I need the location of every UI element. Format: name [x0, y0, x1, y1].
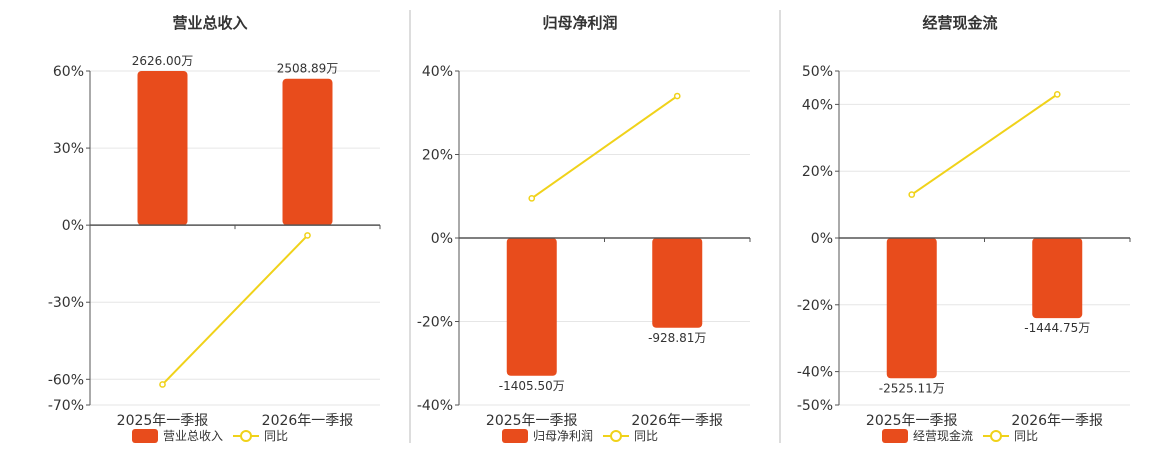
y-tick-label: 60% — [53, 64, 84, 80]
line-point — [304, 232, 311, 239]
bar-data-label: -2525.11万 — [879, 381, 945, 395]
legend-line-marker — [990, 430, 1002, 442]
legend-line-label: 同比 — [1014, 429, 1038, 443]
line-series — [911, 93, 1058, 196]
bar — [282, 78, 333, 226]
y-tick-label: 40% — [422, 64, 453, 80]
y-tick-label: -40% — [797, 365, 833, 381]
legend-line-label: 同比 — [634, 429, 658, 443]
bar — [506, 238, 557, 376]
chart-panel-2: 归母净利润 40% 20% 0% -20% -40% -1405.50万 -928.81万 20… — [417, 14, 751, 443]
bar-data-label: -1405.50万 — [499, 379, 565, 393]
bar-data-label: -928.81万 — [648, 331, 706, 345]
legend: 经营现金流 同比 — [882, 428, 1038, 443]
chart-title: 营业总收入 — [172, 14, 247, 32]
y-tick-label: -70% — [48, 398, 84, 414]
y-tick-label: 40% — [802, 97, 833, 113]
legend: 营业总收入 同比 — [132, 429, 288, 443]
chart-panel-1: 营业总收入 60% 30% 0% -30% -60% -70% 2626.00万 2508.89… — [48, 14, 381, 443]
legend-line-marker — [240, 430, 252, 442]
bar-data-label: 2626.00万 — [132, 54, 194, 68]
y-tick-label: -40% — [417, 398, 453, 414]
bar — [652, 238, 703, 328]
bar-data-label: -1444.75万 — [1024, 321, 1090, 335]
y-tick-label: 20% — [422, 148, 453, 164]
legend-bar-label: 经营现金流 — [913, 428, 973, 443]
y-tick-label: 0% — [431, 231, 453, 247]
legend: 归母净利润 同比 — [502, 429, 658, 443]
y-tick-label: -50% — [797, 398, 833, 414]
y-tick-label: 30% — [53, 141, 84, 157]
bar-data-label: 2508.89万 — [277, 62, 339, 76]
y-tick-label: -30% — [48, 295, 84, 311]
line-point — [673, 92, 681, 100]
y-tick-label: 0% — [811, 231, 833, 247]
x-category-label: 2025年一季报 — [866, 413, 958, 429]
bar — [886, 238, 937, 379]
line-point — [1053, 91, 1061, 98]
x-category-label: 2025年一季报 — [486, 413, 578, 429]
bar — [1032, 238, 1083, 319]
chart-title: 归母净利润 — [542, 14, 617, 32]
legend-line-marker — [610, 430, 622, 442]
legend-bar-label: 营业总收入 — [163, 429, 223, 443]
x-category-label: 2026年一季报 — [1011, 413, 1103, 429]
chart-title: 经营现金流 — [922, 14, 997, 32]
y-tick-label: 50% — [802, 64, 833, 80]
legend-bar-swatch — [882, 429, 908, 443]
y-tick-label: -20% — [797, 298, 833, 314]
x-category-label: 2025年一季报 — [117, 413, 209, 429]
x-category-label: 2026年一季报 — [631, 413, 723, 429]
chart-panel-3: 经营现金流 50% 40% 20% 0% -20% -40% -50% -2525.11万 -14… — [797, 14, 1131, 443]
line-point — [159, 381, 166, 388]
y-tick-label: 0% — [62, 218, 84, 234]
legend-bar-swatch — [502, 429, 528, 443]
legend-bar-swatch — [132, 429, 158, 443]
line-series — [531, 95, 678, 200]
line-point — [528, 194, 536, 202]
bar — [137, 71, 188, 226]
y-tick-label: -20% — [417, 315, 453, 331]
line-point — [908, 191, 916, 198]
legend-bar-label: 归母净利润 — [533, 429, 593, 443]
x-category-label: 2026年一季报 — [262, 413, 354, 429]
y-tick-label: 20% — [802, 164, 833, 180]
y-tick-label: -60% — [48, 372, 84, 388]
line-series — [161, 234, 309, 386]
legend-line-label: 同比 — [264, 429, 288, 443]
